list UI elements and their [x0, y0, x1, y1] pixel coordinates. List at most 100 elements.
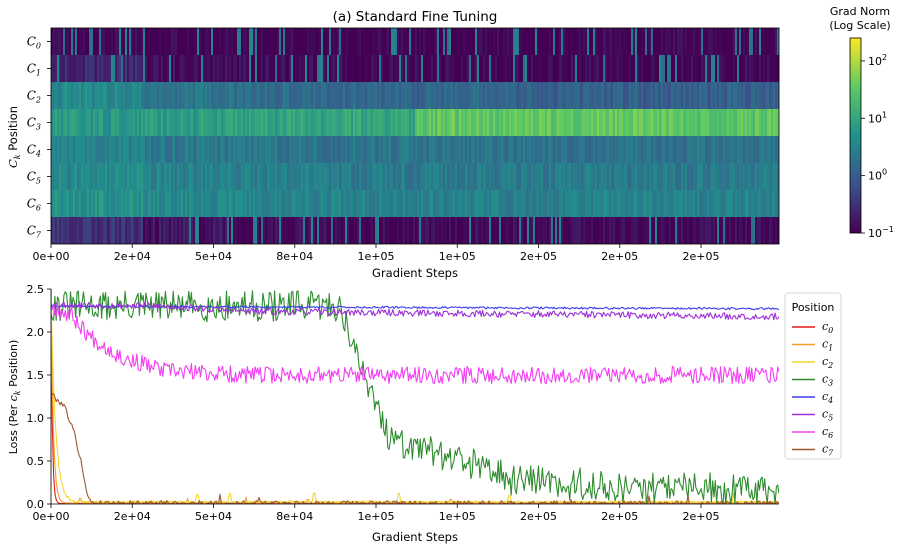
heatmap-cell: [549, 55, 552, 82]
heatmap-cell: [539, 217, 542, 244]
heatmap-cell: [187, 55, 190, 82]
heatmap-cell: [757, 136, 760, 163]
heatmap-cell: [627, 163, 630, 190]
heatmap-cell: [211, 136, 214, 163]
heatmap-cell: [143, 190, 146, 217]
heatmap-cell: [739, 217, 742, 244]
heatmap-cell: [239, 163, 242, 190]
heatmap-cell: [687, 28, 690, 55]
heatmap-cell: [251, 109, 254, 136]
heatmap-cell: [117, 163, 120, 190]
heatmap-cell: [653, 163, 656, 190]
heatmap-cell: [481, 82, 484, 109]
heatmap-cell: [491, 109, 494, 136]
heatmap-cell: [707, 82, 710, 109]
heatmap-cell: [757, 163, 760, 190]
heatmap-cell: [171, 82, 174, 109]
heatmap-cell: [439, 28, 442, 55]
heatmap-cell: [617, 28, 620, 55]
heatmap-cell: [445, 82, 448, 109]
heatmap-cell: [301, 82, 304, 109]
heatmap-cell: [455, 136, 458, 163]
heatmap-cell: [491, 82, 494, 109]
heatmap-cell: [671, 136, 674, 163]
heatmap-cell: [209, 109, 212, 136]
heatmap-cell: [683, 217, 686, 244]
heatmap-cell: [577, 217, 580, 244]
heatmap-cell: [405, 28, 408, 55]
heatmap-cell: [675, 109, 678, 136]
heatmap-cell: [663, 136, 666, 163]
heatmap-cell: [237, 109, 240, 136]
heatmap-cell: [207, 109, 210, 136]
heatmap-cell: [229, 82, 232, 109]
heatmap-cell: [739, 136, 742, 163]
heatmap-cell: [223, 55, 226, 82]
heatmap-cell: [319, 163, 322, 190]
heatmap-cell: [359, 109, 362, 136]
heatmap-cell: [195, 109, 198, 136]
heatmap-cell: [243, 136, 246, 163]
heatmap-cell: [755, 28, 758, 55]
heatmap-cell: [751, 163, 754, 190]
heatmap-cell: [235, 163, 238, 190]
heatmap-cell: [361, 190, 364, 217]
heatmap-cell: [585, 109, 588, 136]
heatmap-cell: [709, 109, 712, 136]
heatmap-cell: [377, 109, 380, 136]
heatmap-cell: [191, 190, 194, 217]
heatmap-cell: [775, 163, 778, 190]
heatmap-cell: [579, 82, 582, 109]
heatmap-cell: [555, 136, 558, 163]
legend-label-c6: c6: [822, 425, 833, 440]
heatmap-cell: [651, 217, 654, 244]
heatmap-cell: [341, 163, 344, 190]
heatmap-cell: [285, 55, 288, 82]
heatmap-cell: [339, 190, 342, 217]
heatmap-cell: [717, 217, 720, 244]
heatmap-cell: [97, 190, 100, 217]
heatmap-cell: [757, 82, 760, 109]
heatmap-cell: [299, 217, 302, 244]
heatmap-cell: [265, 217, 268, 244]
heatmap-cell: [163, 163, 166, 190]
heatmap-cell: [115, 217, 118, 244]
heatmap-cell: [317, 109, 320, 136]
heatmap-cell: [203, 136, 206, 163]
heatmap-cell: [479, 190, 482, 217]
heatmap-cell: [413, 163, 416, 190]
heatmap-cell: [325, 163, 328, 190]
heatmap-cell: [563, 55, 566, 82]
heatmap-cell: [109, 217, 112, 244]
heatmap-cell: [173, 163, 176, 190]
heatmap-cell: [727, 136, 730, 163]
heatmap-cell: [511, 82, 514, 109]
heatmap-cell: [399, 109, 402, 136]
heatmap-cell: [703, 163, 706, 190]
heatmap-cell: [705, 136, 708, 163]
heatmap-cell: [583, 28, 586, 55]
heatmap-cell: [617, 82, 620, 109]
heatmap-cell: [253, 136, 256, 163]
heatmap-cell: [535, 28, 538, 55]
heatmap-cell: [489, 136, 492, 163]
loss-line-c0: [51, 289, 779, 504]
heatmap-cell: [69, 136, 72, 163]
heatmap-cell: [723, 190, 726, 217]
heatmap-cell: [699, 163, 702, 190]
heatmap-cell: [175, 82, 178, 109]
heatmap-cell: [767, 82, 770, 109]
heatmap-cell: [647, 163, 650, 190]
heatmap-cell: [513, 28, 516, 55]
heatmap-row-label: C4: [27, 143, 41, 159]
heatmap-cell: [593, 163, 596, 190]
heatmap-cell: [383, 163, 386, 190]
heatmap-cell: [85, 190, 88, 217]
heatmap-cell: [619, 163, 622, 190]
heatmap-cell: [215, 190, 218, 217]
heatmap-cell: [261, 55, 264, 82]
heatmap-cell: [221, 28, 224, 55]
heatmap-cell: [243, 217, 246, 244]
heatmap-cell: [293, 28, 296, 55]
heatmap-cell: [353, 28, 356, 55]
